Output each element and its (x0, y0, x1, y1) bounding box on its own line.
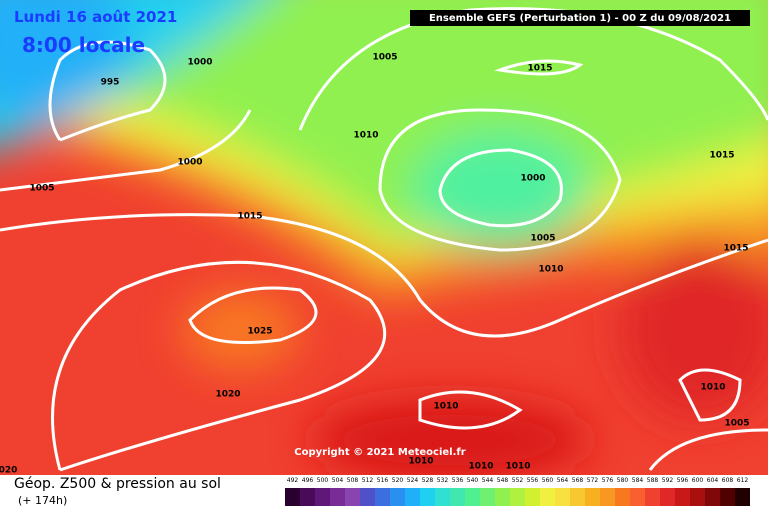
scale-label: 536 (452, 477, 464, 484)
scale-label: 604 (707, 477, 719, 484)
scale-label: 532 (437, 477, 449, 484)
scale-swatch (645, 488, 660, 506)
scale-swatch (465, 488, 480, 506)
scale-label: 508 (347, 477, 359, 484)
scale-swatch (600, 488, 615, 506)
legend-title: Géop. Z500 & pression au sol (14, 476, 221, 492)
scale-label: 544 (482, 477, 494, 484)
scale-label: 592 (662, 477, 674, 484)
scale-label: 576 (602, 477, 614, 484)
scale-label: 560 (542, 477, 554, 484)
run-info: Ensemble GEFS (Perturbation 1) - 00 Z du… (429, 13, 731, 24)
scale-swatch (585, 488, 600, 506)
isobar-label: 1025 (247, 327, 272, 337)
scale-swatch (705, 488, 720, 506)
isobar-label: 1010 (505, 462, 530, 472)
scale-swatch (375, 488, 390, 506)
scale-swatch (615, 488, 630, 506)
isobar-label: 1010 (433, 402, 458, 412)
scale-swatch (735, 488, 750, 506)
isobar-label: 1015 (237, 212, 262, 222)
scale-swatch (660, 488, 675, 506)
scale-swatch (420, 488, 435, 506)
scale-label: 600 (692, 477, 704, 484)
copyright: Copyright © 2021 Meteociel.fr (294, 447, 465, 458)
scale-swatch (300, 488, 315, 506)
scale-swatch (285, 488, 300, 506)
scale-swatch (675, 488, 690, 506)
scale-swatch (390, 488, 405, 506)
isobar-label: 1005 (372, 53, 397, 63)
scale-label: 512 (362, 477, 374, 484)
isobar-label: 1000 (520, 174, 545, 184)
scale-swatch (345, 488, 360, 506)
scale-swatch (495, 488, 510, 506)
scale-label: 556 (527, 477, 539, 484)
isobar-labels: 995 1000 1005 1015 1010 1000 1005 1015 1000 1005 1… (0, 53, 750, 476)
isobar-label: 1010 (538, 265, 563, 275)
isobar-label: 1015 (527, 64, 552, 74)
scale-label: 568 (572, 477, 584, 484)
scale-swatch (435, 488, 450, 506)
isobar-label: 995 (101, 78, 120, 88)
run-box (410, 10, 750, 26)
scale-label: 596 (677, 477, 689, 484)
scale-label: 564 (557, 477, 569, 484)
scale-label: 552 (512, 477, 524, 484)
isobar-label: 020 (0, 466, 17, 476)
scale-swatch (570, 488, 585, 506)
isobar-label: 1005 (724, 419, 749, 429)
isobar-label: 1005 (530, 234, 555, 244)
isobar-label: 1000 (177, 158, 202, 168)
scale-swatch (360, 488, 375, 506)
isobar-label: 1005 (29, 184, 54, 194)
isobar-label: 1015 (723, 244, 748, 254)
isobar-label: 1000 (187, 58, 212, 68)
scale-label: 528 (422, 477, 434, 484)
isobar-label: 1020 (215, 390, 240, 400)
scale-label: 612 (737, 477, 749, 484)
scale-swatch (315, 488, 330, 506)
scale-swatch (330, 488, 345, 506)
isobar-label: 1010 (408, 457, 433, 467)
scale-label: 548 (497, 477, 509, 484)
color-scale: 492 496 500 504 508 512 516 520 524 528 532 536 540 5… (285, 477, 750, 506)
scale-label: 580 (617, 477, 629, 484)
isobar-label: 1010 (700, 383, 725, 393)
scale-swatch (510, 488, 525, 506)
scale-label: 520 (392, 477, 404, 484)
date: Lundi 16 août 2021 (14, 8, 177, 26)
isobars (0, 7, 768, 472)
scale-swatch (690, 488, 705, 506)
scale-swatch (630, 488, 645, 506)
scale-swatch (405, 488, 420, 506)
scale-label: 504 (332, 477, 344, 484)
scale-label: 584 (632, 477, 644, 484)
scale-label: 524 (407, 477, 419, 484)
scale-label: 588 (647, 477, 659, 484)
scale-swatch (540, 488, 555, 506)
time: 8:00 locale (22, 33, 145, 57)
scale-swatch (450, 488, 465, 506)
scale-swatch (480, 488, 495, 506)
scale-swatch (720, 488, 735, 506)
field (0, 0, 768, 475)
scale-label: 608 (722, 477, 734, 484)
scale-label: 572 (587, 477, 599, 484)
isobar-label: 1010 (468, 462, 493, 472)
scale-label: 492 (287, 477, 299, 484)
scale-label: 540 (467, 477, 479, 484)
scale-swatch (555, 488, 570, 506)
scale-swatch (525, 488, 540, 506)
scale-label: 496 (302, 477, 314, 484)
scale-label: 516 (377, 477, 389, 484)
scale-label: 500 (317, 477, 329, 484)
isobar-label: 1010 (353, 131, 378, 141)
legend-lead: (+ 174h) (18, 494, 67, 507)
isobar-label: 1015 (709, 151, 734, 161)
